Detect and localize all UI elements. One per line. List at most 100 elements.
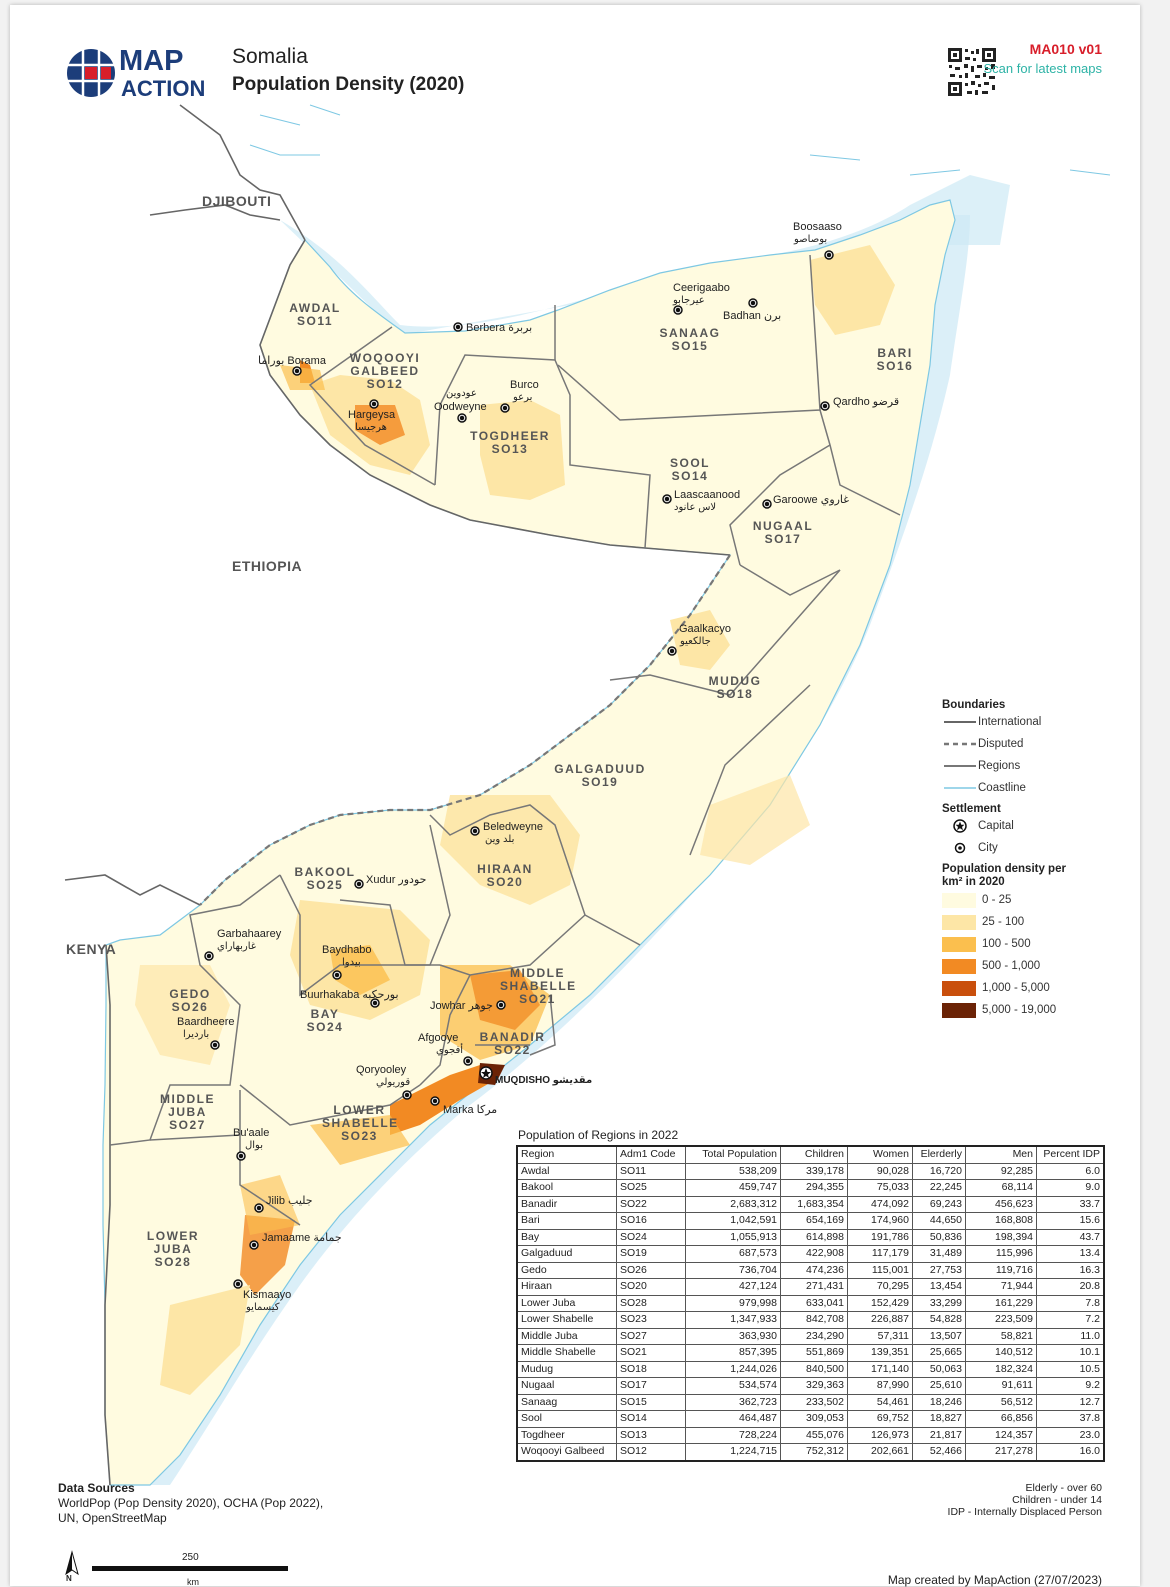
table-cell: 18,827	[912, 1410, 966, 1428]
table-cell: Mudug	[516, 1360, 617, 1378]
region-code: SO18	[716, 687, 754, 701]
city-label-oodweyne: Oodweyne	[434, 401, 487, 413]
table-cell: Galgaduud	[516, 1245, 617, 1263]
legend-label: International	[978, 716, 1042, 728]
table-cell: 309,053	[780, 1410, 848, 1428]
table-cell: 37.8	[1036, 1410, 1105, 1428]
table-row: Bay SO24 1,055,913 614,898 191,786 50,836 198,…	[516, 1228, 1105, 1246]
table-cell: 54,461	[847, 1393, 913, 1411]
table-row: Woqooyi Galbeed SO12 1,224,715 752,312 202,6…	[516, 1443, 1105, 1461]
table-row: Hiraan SO20 427,124 271,431 70,295 13,454 71,9…	[516, 1278, 1105, 1296]
map-country-title: Somalia	[232, 45, 308, 68]
table-cell: 474,236	[780, 1261, 848, 1279]
city-name: Jilib	[266, 1195, 285, 1207]
region-label-lower-juba: LOWER JUBA SO28	[138, 1230, 208, 1269]
table-cell: 58,821	[965, 1327, 1037, 1345]
region-name: NUGAAL	[752, 519, 814, 533]
region-code: SO20	[486, 875, 524, 889]
table-cell: 75,033	[847, 1179, 913, 1197]
legend-boundaries-title: Boundaries	[942, 699, 1006, 711]
note-elderly: Elderly - over 60	[1025, 1482, 1102, 1494]
table-cell: Woqooyi Galbeed	[516, 1443, 617, 1461]
legend-capital: Capital	[942, 815, 1112, 837]
table-row: Lower Juba SO28 979,998 633,041 152,429 33,29…	[516, 1294, 1105, 1312]
legend-coastline: Coastline	[942, 777, 1112, 799]
table-cell: 234,290	[780, 1327, 848, 1345]
qr-code[interactable]	[947, 47, 997, 97]
table-cell: 115,996	[965, 1245, 1037, 1263]
table-cell: 13,507	[912, 1327, 966, 1345]
city-marker-marka	[430, 1096, 440, 1106]
data-sources-title: Data Sources	[58, 1481, 135, 1495]
table-cell: 979,998	[685, 1294, 781, 1312]
table-cell: 13.4	[1036, 1245, 1105, 1263]
table-notes: Elderly - over 60 Children - under 14 ID…	[948, 1482, 1102, 1518]
table-cell: SO22	[616, 1195, 686, 1213]
table-cell: SO19	[616, 1245, 686, 1263]
table-header-cell: Percent IDP	[1036, 1145, 1105, 1164]
table-cell: 69,243	[912, 1195, 966, 1213]
city-name-ar: قرضو	[872, 396, 900, 408]
region-label-bakool: BAKOOL SO25	[290, 866, 360, 892]
capital-name: MUQDISHO	[495, 1075, 550, 1086]
table-cell: 182,324	[965, 1360, 1037, 1378]
city-marker-qardho	[820, 401, 830, 411]
city-label-ar-burco: برعو	[513, 392, 533, 403]
table-cell: 50,836	[912, 1228, 966, 1246]
table-cell: 92,285	[965, 1162, 1037, 1180]
international-line-icon	[944, 721, 976, 723]
city-label-ar-beledweyne: بلد وين	[485, 834, 515, 845]
region-label-bari: BARI SO16	[865, 347, 925, 373]
table-cell: 217,278	[965, 1443, 1037, 1461]
legend-international: International	[942, 711, 1112, 733]
table-cell: 27,753	[912, 1261, 966, 1279]
legend-disputed: Disputed	[942, 733, 1112, 755]
city-name: Buurhakaba	[300, 989, 360, 1001]
city-marker-ceerigaabo	[673, 305, 683, 315]
table-cell: 171,140	[847, 1360, 913, 1378]
table-cell: SO15	[616, 1393, 686, 1411]
table-cell: Gedo	[516, 1261, 617, 1279]
city-name: Qardho	[833, 396, 870, 408]
disputed-line-icon	[944, 742, 976, 746]
city-marker-badhan	[748, 298, 758, 308]
city-label-qoryooley: Qoryooley	[356, 1064, 407, 1076]
country-label-djibouti: DJIBOUTI	[202, 193, 272, 209]
region-label-middle-juba: MIDDLE JUBA SO27	[155, 1093, 220, 1132]
table-cell: SO12	[616, 1443, 686, 1461]
table-cell: 687,573	[685, 1245, 781, 1263]
region-label-banadir: BANADIR SO22	[475, 1031, 550, 1057]
map-id: MA010 v01	[1029, 41, 1102, 57]
city-label-kismaayo: Kismaayo	[243, 1289, 292, 1301]
region-name: BAY	[310, 1007, 340, 1021]
region-name: BANADIR	[479, 1030, 546, 1044]
city-name-ar: بربرة	[508, 322, 533, 334]
city-label-xudur: Xudur حودور	[366, 873, 426, 886]
region-label-lower-shabelle: LOWER SHABELLE SO23	[322, 1104, 397, 1143]
table-row: Bakool SO25 459,747 294,355 75,033 22,245 68,1…	[516, 1179, 1105, 1197]
table-cell: 126,973	[847, 1426, 913, 1444]
city-marker-afgooye	[463, 1056, 473, 1066]
city-label-garoowe: Garoowe غاروي	[773, 493, 849, 506]
map-credit: Map created by MapAction (27/07/2023)	[887, 1573, 1102, 1587]
city-name-ar: جليب	[288, 1195, 313, 1207]
table-cell: 139,351	[847, 1344, 913, 1362]
international-boundaries	[64, 104, 731, 1486]
city-label-jowhar: Jowhar جوهر	[430, 999, 493, 1012]
table-cell: 474,092	[847, 1195, 913, 1213]
table-cell: Lower Shabelle	[516, 1311, 617, 1329]
table-cell: SO24	[616, 1228, 686, 1246]
table-row: Middle Juba SO27 363,930 234,290 57,311 13,50…	[516, 1327, 1105, 1345]
population-table: Region Adm1 Code Total Population Children W…	[516, 1145, 1105, 1462]
region-label-hiraan: HIRAAN SO20	[470, 863, 540, 889]
table-cell: 422,908	[780, 1245, 848, 1263]
city-label-gaalkacyo: Gaalkacyo	[679, 623, 731, 635]
table-cell: 168,808	[965, 1212, 1037, 1230]
table-cell: 456,623	[965, 1195, 1037, 1213]
city-name-ar: مركا	[476, 1104, 498, 1116]
table-cell: 124,357	[965, 1426, 1037, 1444]
city-label-ar-ceerigaabo: عيرجابو	[673, 295, 705, 306]
city-label-jamaame: Jamaame جمامة	[262, 1231, 342, 1244]
region-code: SO21	[519, 992, 556, 1006]
city-label-berbera: Berbera بربرة	[466, 321, 532, 334]
